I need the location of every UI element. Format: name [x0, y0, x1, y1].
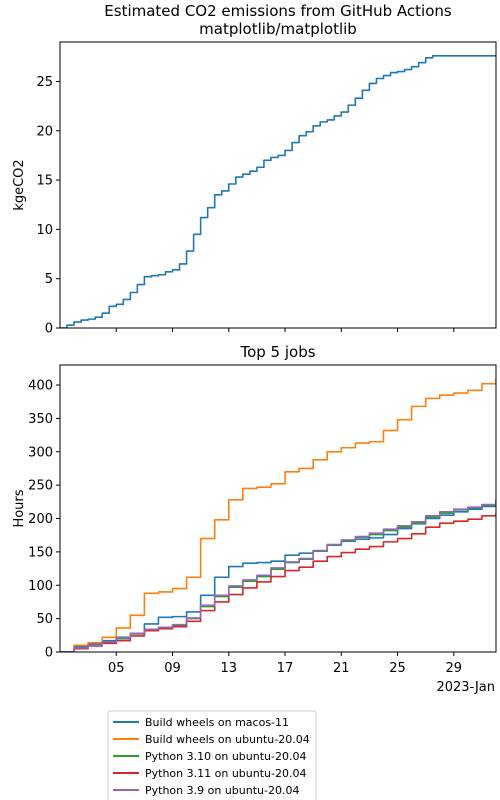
- legend-frame: [107, 710, 317, 800]
- y-tick-label: 0: [45, 646, 53, 661]
- x-tick-label: 09: [164, 661, 181, 676]
- jobs-x-axis-offset-label: 2023-Jan: [436, 680, 495, 695]
- co2-chart-title-line-1: Estimated CO2 emissions from GitHub Acti…: [104, 2, 452, 20]
- y-tick-label: 100: [28, 579, 53, 594]
- co2-chart-title-line-2: matplotlib/matplotlib: [199, 20, 357, 38]
- y-tick-label: 150: [28, 545, 53, 560]
- x-tick-label: 29: [446, 661, 463, 676]
- jobs-x-axis: 05 09 13 17 21 25 29: [108, 652, 462, 676]
- x-tick-label: 05: [108, 661, 125, 676]
- y-tick-label: 400: [28, 379, 53, 394]
- y-tick-label: 5: [45, 272, 53, 287]
- co2-axes-frame: [59, 41, 497, 329]
- y-tick-label: 350: [28, 412, 53, 427]
- x-tick-label: 17: [277, 661, 294, 676]
- x-tick-label: 25: [389, 661, 406, 676]
- series-line-build-wheels-on-ubuntu-20-04: [60, 378, 496, 652]
- jobs-axes-frame: [59, 364, 497, 653]
- legend-label: Python 3.10 on ubuntu-20.04: [145, 750, 306, 763]
- top-jobs-chart-title: Top 5 jobs: [239, 343, 315, 361]
- legend: Build wheels on macos-11 Build wheels on …: [107, 710, 317, 800]
- co2-chart: Estimated CO2 emissions from GitHub Acti…: [12, 2, 497, 337]
- top-jobs-chart: Top 5 jobs 0 50 100 150 200 250 300 350 400 05 09…: [12, 343, 497, 695]
- y-tick-label: 15: [36, 174, 53, 189]
- y-tick-label: 50: [36, 612, 53, 627]
- legend-label: Python 3.11 on ubuntu-20.04: [145, 767, 306, 780]
- y-tick-label: 250: [28, 479, 53, 494]
- x-tick-label: 21: [333, 661, 350, 676]
- y-tick-label: 0: [45, 322, 53, 337]
- co2-y-axis: 0 5 10 15 20 25: [36, 75, 60, 337]
- jobs-y-axis: 0 50 100 150 200 250 300 350 400: [28, 379, 60, 661]
- x-tick-label: 13: [221, 661, 238, 676]
- co2-series-line: [60, 55, 496, 328]
- jobs-y-axis-label: Hours: [12, 489, 27, 527]
- y-tick-label: 25: [36, 75, 53, 90]
- co2-series-group: [60, 55, 496, 328]
- series-line-build-wheels-on-macos-11: [60, 503, 496, 652]
- y-tick-label: 10: [36, 223, 53, 238]
- series-line-python-3-11-on-ubuntu-20-04: [60, 512, 496, 652]
- y-tick-label: 20: [36, 124, 53, 139]
- y-tick-label: 300: [28, 445, 53, 460]
- co2-x-axis: [115, 328, 455, 332]
- series-line-python-3-9-on-ubuntu-20-04: [60, 499, 496, 652]
- co2-y-axis-label: kgeCO2: [12, 159, 27, 210]
- legend-label: Python 3.9 on ubuntu-20.04: [145, 784, 299, 797]
- legend-label: Build wheels on macos-11: [145, 716, 289, 729]
- jobs-series-group: [60, 378, 496, 652]
- y-tick-label: 200: [28, 512, 53, 527]
- legend-label: Build wheels on ubuntu-20.04: [145, 733, 310, 746]
